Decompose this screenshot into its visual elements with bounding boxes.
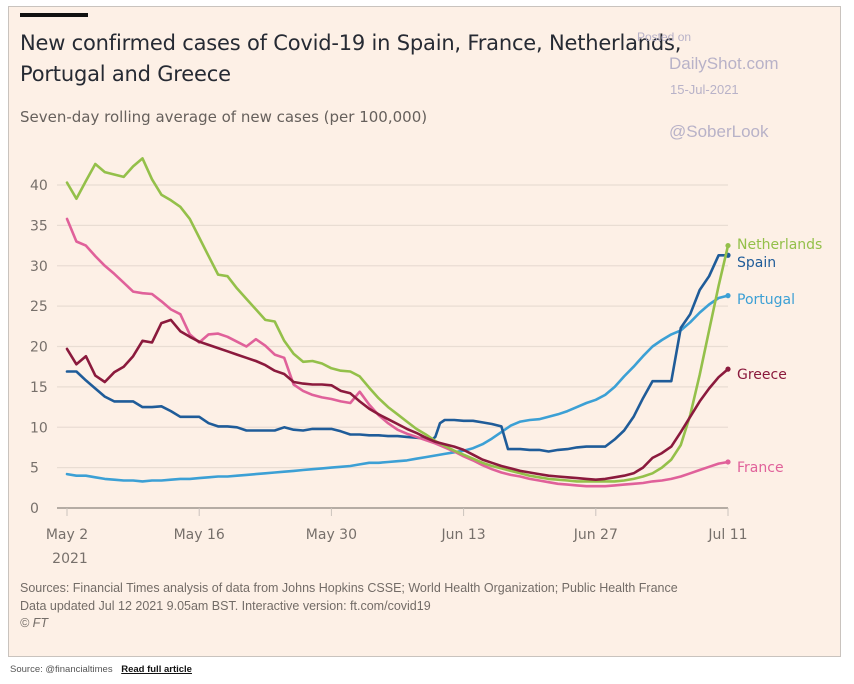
- x-tick-label: May 16: [174, 527, 225, 543]
- footer-source: Source: @financialtimes: [10, 664, 113, 675]
- chart-title: New confirmed cases of Covid-19 in Spain…: [20, 31, 682, 86]
- y-axis-ticks: 0 5 10 15 20 25 30 35 40: [30, 178, 48, 517]
- x-tick-sublabel: 2021: [52, 551, 88, 567]
- series-lines: [65, 157, 731, 488]
- chart-card: [8, 6, 841, 657]
- x-tick-label: May 30: [306, 527, 357, 543]
- x-tick-label: Jun 27: [573, 527, 618, 543]
- series-label-spain: Spain: [737, 255, 776, 271]
- series-line-netherlands: [65, 157, 730, 483]
- page-footer: Source: @financialtimes Read full articl…: [10, 664, 192, 675]
- y-tick-label: 40: [30, 178, 48, 194]
- read-full-article-link[interactable]: Read full article: [121, 664, 192, 675]
- y-tick-label: 15: [30, 380, 48, 396]
- y-tick-label: 10: [30, 420, 48, 436]
- series-endpoint-france: [725, 459, 731, 465]
- series-label-greece: Greece: [737, 367, 787, 383]
- chart-subtitle: Seven-day rolling average of new cases (…: [20, 108, 428, 126]
- watermark-date: 15-Jul-2021: [670, 82, 739, 97]
- y-tick-label: 35: [30, 218, 48, 234]
- series-labels: Portugal Spain France Netherlands Greece: [737, 237, 822, 476]
- series-line-portugal: [65, 294, 730, 483]
- copyright-line: © FT: [20, 616, 48, 630]
- y-tick-label: 0: [30, 501, 39, 517]
- data-updated-line: Data updated Jul 12 2021 9.05am BST. Int…: [20, 598, 431, 613]
- series-line-greece: [65, 318, 730, 481]
- series-label-netherlands: Netherlands: [737, 237, 822, 253]
- series-endpoint-netherlands: [725, 242, 731, 249]
- series-line-spain: [65, 254, 730, 453]
- watermark-posted: Posted on: [637, 30, 692, 44]
- series-label-france: France: [737, 460, 784, 476]
- x-tick-label: Jun 13: [441, 527, 486, 543]
- y-tick-label: 5: [30, 461, 39, 477]
- y-tick-label: 25: [30, 299, 48, 315]
- series-line-france: [65, 217, 730, 488]
- y-tick-label: 30: [30, 259, 48, 275]
- watermark-handle: @SoberLook: [669, 122, 769, 141]
- watermark-site: DailyShot.com: [669, 54, 779, 73]
- x-axis: May 2 2021 May 16 May 30 Jun 13 Jun 27 Jul 11: [46, 507, 748, 567]
- y-tick-label: 20: [30, 340, 48, 356]
- ft-accent-bar: [20, 13, 88, 17]
- x-tick-label: May 2: [46, 527, 88, 543]
- x-tick-label: Jul 11: [707, 527, 747, 543]
- series-endpoint-portugal: [725, 293, 731, 299]
- sources-line: Sources: Financial Times analysis of dat…: [20, 581, 678, 595]
- sources-note: Sources: Financial Times analysis of dat…: [20, 580, 678, 633]
- series-endpoint-greece: [725, 366, 731, 372]
- series-label-portugal: Portugal: [737, 292, 795, 308]
